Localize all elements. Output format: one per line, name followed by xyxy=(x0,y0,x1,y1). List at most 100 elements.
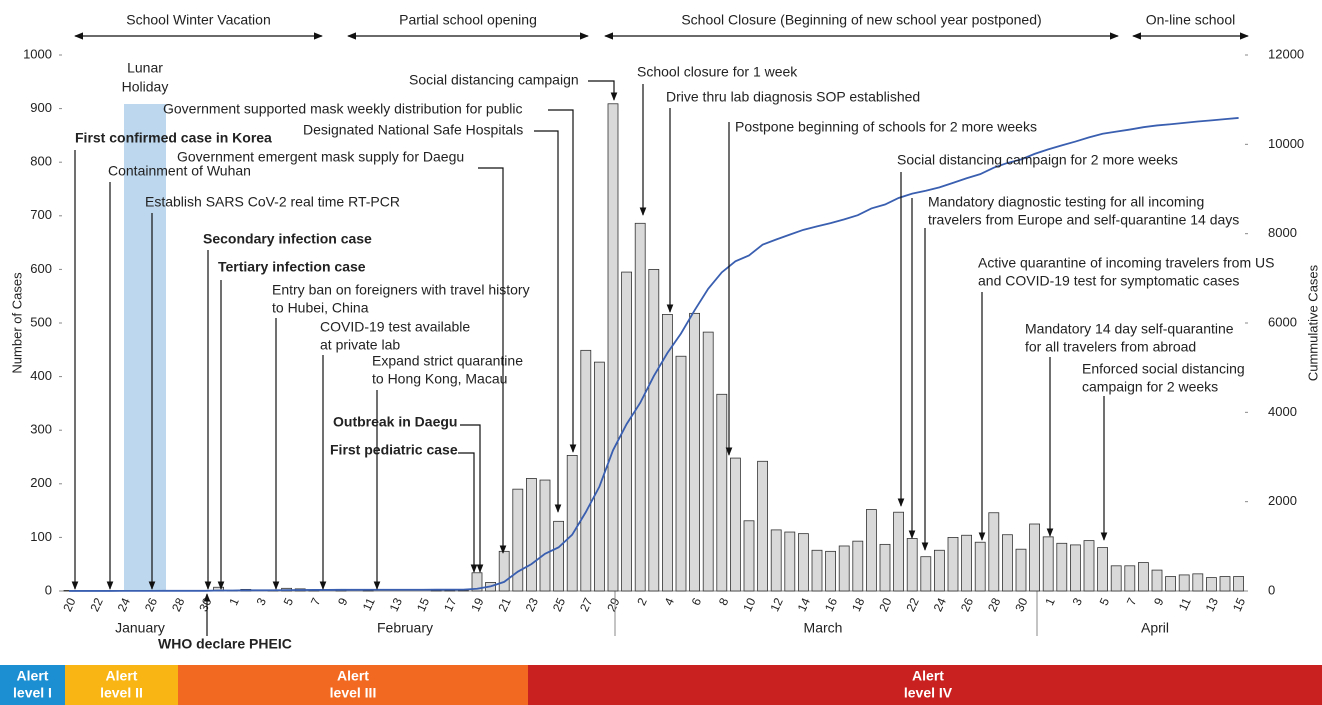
bar xyxy=(621,271,632,592)
x-tick-label: 20 xyxy=(876,595,894,613)
x-tick-label: 30 xyxy=(1012,595,1030,613)
annotation: at private lab xyxy=(320,337,400,353)
annotation-arrow xyxy=(478,167,507,554)
cumulative-line xyxy=(69,117,1239,592)
bar xyxy=(893,511,904,592)
annotation: to Hubei, China xyxy=(272,300,369,316)
y2-axis-title: Cummulative Cases xyxy=(1305,264,1320,381)
y2-tick-label: 0 xyxy=(1268,582,1275,597)
bar xyxy=(1151,569,1163,592)
annotation: Mandatory 14 day self-quarantine xyxy=(1025,321,1234,337)
y-tick-label: 100 xyxy=(30,529,52,544)
x-tick-label: 28 xyxy=(985,595,1003,613)
x-tick-label: 9 xyxy=(1151,595,1167,607)
month-label: April xyxy=(1141,620,1169,636)
y-tick-label: 700 xyxy=(30,207,52,222)
annotation: Government emergent mask supply for Daeg… xyxy=(177,149,464,165)
bar xyxy=(662,314,673,592)
bar xyxy=(1056,542,1068,592)
alert-label: level II xyxy=(100,685,143,701)
bar xyxy=(1206,577,1217,592)
x-tick-label: 1 xyxy=(226,595,242,607)
bar xyxy=(879,543,891,592)
annotation: campaign for 2 weeks xyxy=(1082,379,1218,395)
month-label: February xyxy=(377,620,433,636)
x-tick-label: 7 xyxy=(1124,595,1140,607)
bar xyxy=(512,488,524,592)
x-tick-label: 12 xyxy=(767,595,785,613)
alert-label: Alert xyxy=(912,668,944,684)
annotation: Establish SARS CoV-2 real time RT-PCR xyxy=(145,194,400,210)
x-tick-label: 13 xyxy=(387,595,405,613)
annotation: Designated National Safe Hospitals xyxy=(303,122,523,138)
bar xyxy=(906,538,918,592)
x-tick-label: 24 xyxy=(931,595,949,613)
x-tick-label: 11 xyxy=(1176,595,1194,613)
bar xyxy=(526,478,537,592)
bar xyxy=(594,361,605,592)
x-tick-label: 15 xyxy=(1230,595,1248,613)
x-tick-label: 10 xyxy=(740,595,758,613)
bar xyxy=(1070,544,1081,592)
bar xyxy=(1097,547,1108,592)
y-axis-title: Number of Cases xyxy=(9,272,24,374)
alert-label: level III xyxy=(330,685,377,701)
bar xyxy=(798,533,809,592)
alert-label: level IV xyxy=(904,685,953,701)
bar xyxy=(784,531,796,592)
alert-band xyxy=(528,665,1322,705)
x-tick-label: 26 xyxy=(142,595,160,613)
annotation: COVID-19 test available xyxy=(320,319,470,335)
bar xyxy=(934,549,945,592)
x-tick-label: 25 xyxy=(550,595,568,613)
bar xyxy=(1192,573,1204,592)
annotation: First confirmed case in Korea xyxy=(75,130,272,146)
alert-label: Alert xyxy=(106,668,138,684)
x-tick-label: 16 xyxy=(822,595,840,613)
period-label: School Winter Vacation xyxy=(126,12,270,28)
annotation: School closure for 1 week xyxy=(637,64,798,80)
x-tick-label: 11 xyxy=(360,595,378,613)
y2-tick-label: 4000 xyxy=(1268,404,1297,419)
x-tick-label: 17 xyxy=(441,595,459,613)
alert-label: level I xyxy=(13,685,52,701)
bar xyxy=(457,590,469,592)
annotation: Enforced social distancing xyxy=(1082,361,1245,377)
y-tick-label: 300 xyxy=(30,422,52,437)
bar xyxy=(770,529,782,592)
bar xyxy=(1002,534,1013,592)
x-tick-label: 29 xyxy=(604,595,622,613)
annotation-arrow xyxy=(458,452,478,573)
bar xyxy=(974,541,986,592)
x-tick-label: 8 xyxy=(716,595,732,607)
annotation: Mandatory diagnostic testing for all inc… xyxy=(928,194,1204,210)
alert-band xyxy=(178,665,528,705)
y2-tick-label: 6000 xyxy=(1268,314,1297,329)
bar xyxy=(1015,548,1027,592)
bar xyxy=(1110,565,1122,592)
bar xyxy=(1138,562,1149,592)
annotation: Outbreak in Daegu xyxy=(333,414,457,430)
annotation-arrow xyxy=(460,424,484,573)
annotation: Social distancing campaign for 2 more we… xyxy=(897,152,1178,168)
x-tick-label: 3 xyxy=(1069,595,1085,607)
annotation: Secondary infection case xyxy=(203,231,372,247)
y-tick-label: 800 xyxy=(30,154,52,169)
bar xyxy=(553,520,564,592)
annotation: Social distancing campaign xyxy=(409,72,579,88)
alert-label: Alert xyxy=(337,668,369,684)
holiday-label: Lunar xyxy=(127,60,163,76)
y-tick-label: 1000 xyxy=(23,46,52,61)
annotation: and COVID-19 test for symptomatic cases xyxy=(978,273,1239,289)
x-tick-label: 21 xyxy=(495,595,513,613)
x-tick-label: 1 xyxy=(1042,595,1058,607)
alert-band xyxy=(65,665,178,705)
period-label: On-line school xyxy=(1146,12,1236,28)
y-tick-label: 400 xyxy=(30,368,52,383)
bar xyxy=(1219,576,1231,592)
bar xyxy=(539,479,551,592)
bar xyxy=(1124,565,1136,592)
bar xyxy=(1165,576,1176,592)
annotation-arrow xyxy=(534,130,562,513)
